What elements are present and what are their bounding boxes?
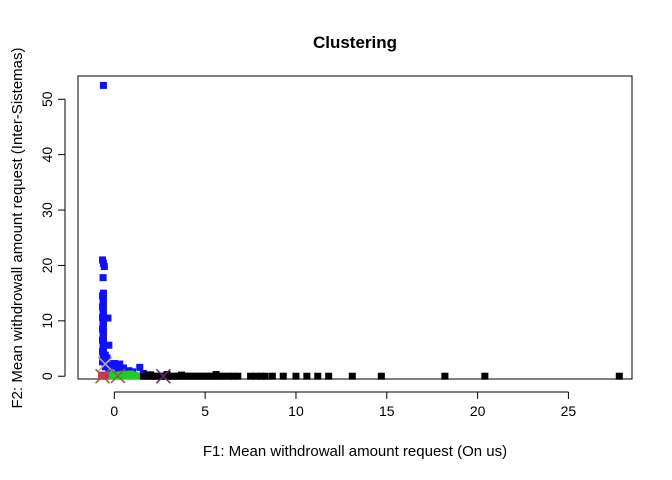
data-point <box>100 263 108 271</box>
data-point <box>103 354 111 362</box>
data-point <box>257 372 265 380</box>
data-point <box>228 372 236 380</box>
cluster-center-mark <box>155 368 171 384</box>
data-point <box>172 372 180 380</box>
y-tick-label: 0 <box>39 372 55 380</box>
data-point <box>187 372 195 380</box>
y-axis: 0 10 20 30 40 50 <box>39 91 66 380</box>
cluster-centers <box>94 356 171 384</box>
data-point <box>198 372 206 380</box>
x-axis: 0 5 10 15 20 25 <box>110 391 577 419</box>
data-point <box>216 372 224 380</box>
data-point <box>99 81 107 89</box>
data-point <box>104 314 112 322</box>
cluster-center-mark <box>94 368 111 384</box>
data-point <box>252 372 260 380</box>
x-tick-label: 10 <box>288 403 304 419</box>
data-point <box>190 372 198 380</box>
data-point <box>208 372 216 380</box>
data-point <box>234 372 242 380</box>
data-point <box>225 372 233 380</box>
data-point <box>118 366 126 374</box>
data-point <box>130 371 138 379</box>
data-point <box>261 372 269 380</box>
data-point <box>481 372 489 380</box>
data-point <box>377 372 385 380</box>
data-point <box>158 372 166 380</box>
plot-frame <box>77 75 633 380</box>
x-tick-label: 0 <box>110 403 118 419</box>
data-point <box>314 372 322 380</box>
data-point <box>168 372 176 380</box>
y-tick-label: 40 <box>39 147 55 163</box>
data-point <box>136 372 144 380</box>
x-tick-label: 15 <box>379 403 395 419</box>
data-point <box>183 372 191 380</box>
y-tick-label: 20 <box>39 257 55 273</box>
y-tick-label: 50 <box>39 91 55 107</box>
data-point <box>139 372 147 380</box>
data-point <box>112 362 120 370</box>
y-axis-label: F2: Mean withdrowall amount request (Int… <box>9 48 26 409</box>
data-point <box>99 371 107 379</box>
data-point <box>325 372 333 380</box>
data-points <box>98 81 623 380</box>
data-point <box>348 372 356 380</box>
y-tick-label: 10 <box>39 313 55 329</box>
data-point <box>107 361 115 369</box>
data-point <box>194 372 202 380</box>
data-point <box>279 372 287 380</box>
data-point <box>109 371 117 379</box>
data-point <box>178 371 186 379</box>
data-point <box>441 372 449 380</box>
x-axis-label: F1: Mean withdrowall amount request (On … <box>203 443 507 460</box>
data-point <box>105 341 113 349</box>
data-point <box>147 371 155 379</box>
data-point <box>150 372 158 380</box>
data-point <box>268 372 276 380</box>
cluster-center-mark <box>97 356 113 372</box>
data-point <box>143 371 151 379</box>
x-tick-label: 5 <box>201 403 209 419</box>
data-point <box>247 372 255 380</box>
data-point <box>205 372 213 380</box>
data-point <box>615 372 623 380</box>
cluster-center-mark <box>110 368 126 384</box>
data-point <box>212 371 220 379</box>
data-point <box>163 371 171 379</box>
data-point <box>99 274 107 282</box>
x-tick-label: 20 <box>470 403 486 419</box>
x-tick-label: 25 <box>561 403 577 419</box>
data-point <box>303 372 311 380</box>
data-point <box>136 363 144 371</box>
y-tick-label: 30 <box>39 202 55 218</box>
data-point <box>114 367 122 375</box>
data-point <box>292 372 300 380</box>
data-point <box>123 371 131 379</box>
data-point <box>219 372 227 380</box>
data-point <box>201 372 209 380</box>
data-point <box>119 370 127 378</box>
data-point <box>101 363 109 371</box>
data-point <box>116 360 124 368</box>
chart-title: Clustering <box>313 33 397 52</box>
data-point <box>127 370 135 378</box>
data-point <box>154 372 162 380</box>
